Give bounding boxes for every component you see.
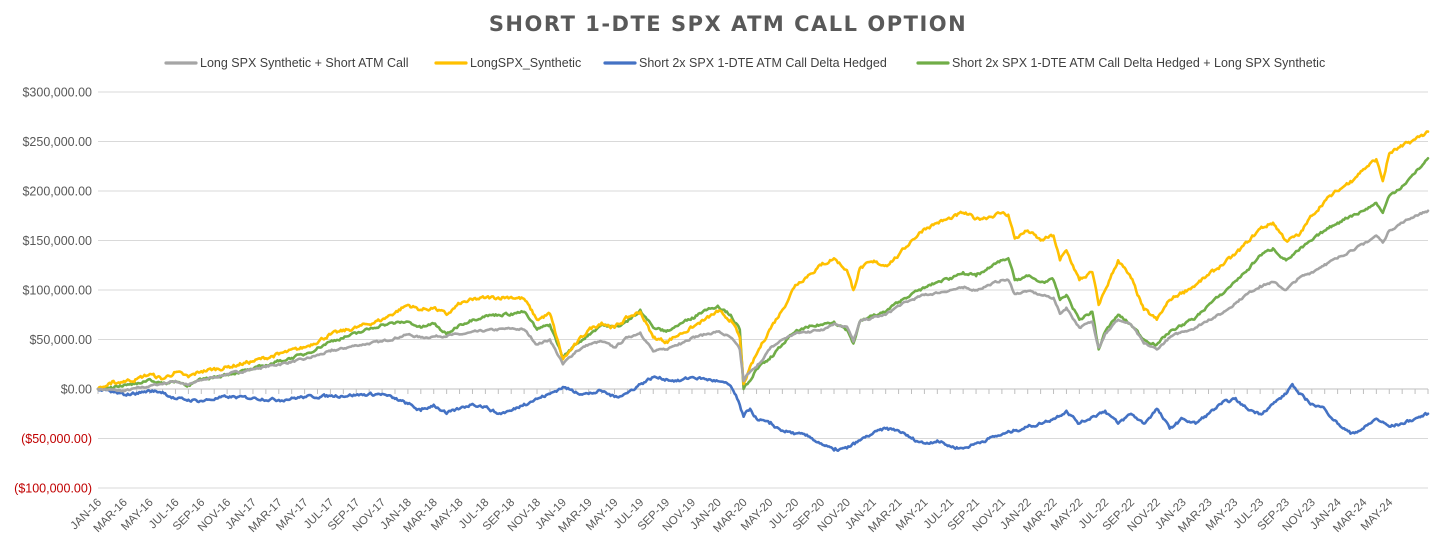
- series-line-1: [96, 130, 1430, 391]
- gridlines: [98, 91, 1428, 489]
- legend-label: Short 2x SPX 1-DTE ATM Call Delta Hedged…: [952, 56, 1325, 70]
- y-tick-label: $0.00: [61, 383, 92, 397]
- y-tick-label: $200,000.00: [22, 185, 92, 199]
- y-tick-label: ($100,000.00): [14, 482, 92, 496]
- y-tick-label: ($50,000.00): [21, 432, 92, 446]
- y-tick-label: $50,000.00: [29, 333, 92, 347]
- chart-title: SHORT 1-DTE SPX ATM CALL OPTION: [489, 12, 967, 36]
- plot-area: [96, 130, 1430, 452]
- legend-label: Long SPX Synthetic + Short ATM Call: [200, 56, 409, 70]
- y-axis: $300,000.00 $250,000.00 $200,000.00 $150,00…: [14, 86, 92, 496]
- legend-label: LongSPX_Synthetic: [470, 56, 581, 70]
- series-line-0: [96, 209, 1430, 393]
- y-tick-label: $150,000.00: [22, 234, 92, 248]
- y-tick-label: $250,000.00: [22, 135, 92, 149]
- series-line-3: [96, 157, 1430, 391]
- series-line-2: [96, 375, 1430, 452]
- legend-label: Short 2x SPX 1-DTE ATM Call Delta Hedged: [639, 56, 887, 70]
- y-tick-label: $300,000.00: [22, 86, 92, 100]
- legend: Long SPX Synthetic + Short ATM Call LongS…: [164, 56, 1325, 70]
- y-tick-label: $100,000.00: [22, 284, 92, 298]
